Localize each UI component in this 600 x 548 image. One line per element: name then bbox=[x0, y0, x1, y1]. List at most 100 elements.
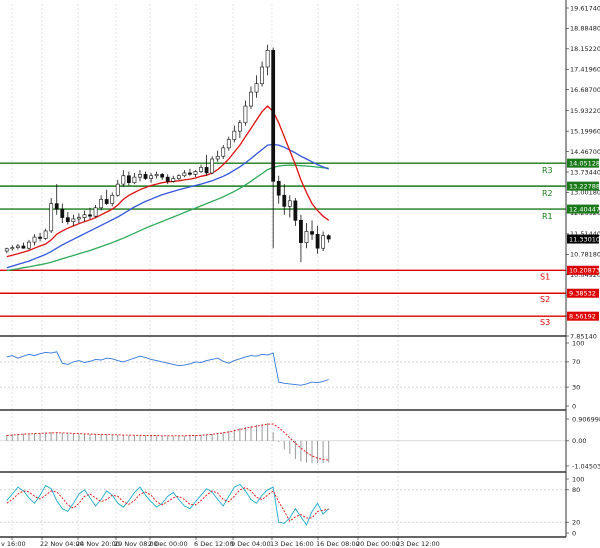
candle-body bbox=[304, 231, 309, 243]
candle-body bbox=[27, 241, 31, 249]
candle-body bbox=[32, 236, 37, 243]
candle-body bbox=[260, 66, 264, 85]
candle-body bbox=[265, 50, 270, 68]
candle-body bbox=[243, 105, 248, 124]
candle-body bbox=[182, 172, 187, 177]
candle-body bbox=[121, 175, 126, 185]
indicator-panel-1: 100 70 30 0 bbox=[0, 339, 584, 410]
price-tag-text: 11.33010 bbox=[569, 235, 600, 243]
vertical-gridlines bbox=[11, 4, 399, 537]
candle-body bbox=[99, 199, 104, 209]
candle-body bbox=[110, 194, 115, 204]
candle-body bbox=[165, 176, 170, 182]
level-label-s1: S1 bbox=[540, 272, 550, 281]
y-tick-label: 18.88480 bbox=[570, 25, 600, 33]
y-tick-label: 7.85140 bbox=[570, 332, 597, 340]
x-tick-label: 20 Dec 00:00 bbox=[356, 540, 400, 548]
panel-frame bbox=[0, 0, 567, 538]
candle-body bbox=[60, 208, 65, 218]
level-tag-text: 10.20873 bbox=[569, 267, 600, 275]
p1-tick-label: 0 bbox=[572, 402, 576, 410]
candle-body bbox=[276, 181, 281, 196]
level-tag-text: 8.56192 bbox=[569, 312, 596, 320]
p1-tick-label: 100 bbox=[572, 339, 584, 347]
candle-body bbox=[138, 174, 142, 178]
candle-body bbox=[132, 176, 137, 184]
candle-body bbox=[221, 147, 226, 157]
level-label-s2: S2 bbox=[540, 295, 550, 304]
candle-body bbox=[210, 158, 215, 174]
candle-body bbox=[49, 203, 54, 232]
x-tick-label: 29 Nov 08:00 bbox=[114, 540, 158, 548]
p3-tick-label: 0 bbox=[572, 529, 576, 537]
level-label-r3: R3 bbox=[542, 166, 553, 175]
y-tick-label: 11.51440 bbox=[570, 230, 600, 238]
p3-k-line bbox=[6, 483, 330, 526]
candle-body bbox=[77, 217, 81, 220]
level-tag-bg bbox=[567, 311, 599, 321]
y-tick-label: 15.93220 bbox=[570, 107, 600, 115]
candle-body bbox=[193, 171, 198, 175]
x-tick-label: v 16:00 bbox=[1, 540, 26, 548]
candle-body bbox=[287, 200, 292, 207]
candle-body bbox=[226, 139, 231, 149]
x-tick-label: 23 Dec 12:00 bbox=[396, 540, 440, 548]
candle-body bbox=[321, 235, 326, 249]
candle-body bbox=[149, 175, 153, 179]
y-tick-label: 10.78180 bbox=[570, 251, 600, 259]
candle-body bbox=[93, 207, 98, 217]
p3-tick-label: 100 bbox=[572, 475, 584, 483]
candle-body bbox=[15, 245, 20, 248]
level-tag-bg bbox=[567, 288, 599, 298]
candle-body bbox=[65, 217, 70, 223]
p3-tick-label: 80 bbox=[572, 486, 580, 494]
candle-body bbox=[271, 50, 276, 182]
y-tick-label: 13.00180 bbox=[570, 189, 600, 197]
x-tick-label: 2 Dec 00:00 bbox=[148, 540, 188, 548]
candle-body bbox=[315, 233, 320, 249]
candle-body bbox=[237, 122, 242, 132]
p2-signal-line bbox=[6, 423, 329, 461]
candle-body bbox=[126, 175, 131, 184]
candle-body bbox=[326, 235, 331, 240]
candle-body bbox=[71, 218, 76, 223]
candle-body bbox=[215, 155, 220, 160]
candle-body bbox=[10, 247, 15, 250]
candle-body bbox=[43, 230, 48, 239]
candle-body bbox=[310, 231, 314, 235]
y-tick-label: 14.46700 bbox=[570, 148, 600, 156]
price-tag-bg bbox=[567, 234, 599, 244]
x-tick-label: 22 Nov 04:00 bbox=[40, 540, 84, 548]
level-tag-bg bbox=[567, 158, 599, 168]
level-label-r1: R1 bbox=[542, 212, 553, 221]
candle-body bbox=[54, 203, 59, 210]
y-tick-label: 17.41960 bbox=[570, 66, 600, 74]
candle-body bbox=[199, 167, 203, 172]
candle-body bbox=[4, 248, 9, 252]
candle-body bbox=[38, 236, 42, 239]
level-tag-bg bbox=[567, 204, 599, 214]
candle-body bbox=[254, 83, 259, 93]
candle-body bbox=[82, 214, 87, 218]
candle-body bbox=[188, 172, 192, 175]
level-tag-text: 12.40447 bbox=[569, 205, 600, 213]
y-tick-label: 10.04920 bbox=[570, 271, 600, 279]
y-tick-label: 19.61740 bbox=[570, 4, 600, 12]
level-tag-text: 13.22788 bbox=[569, 182, 600, 190]
p3-tick-label: 20 bbox=[572, 519, 580, 527]
indicator-panel-3: 100 80 20 0 bbox=[0, 475, 584, 537]
candle-body bbox=[104, 199, 109, 204]
candle-body bbox=[154, 174, 159, 177]
y-tick-label: 18.15220 bbox=[570, 45, 600, 53]
indicator-panel-2: 0.906998 0.00 -1.045035 bbox=[0, 415, 600, 470]
candle-body bbox=[21, 245, 26, 249]
candle-body bbox=[88, 214, 92, 217]
x-tick-label: 6 Dec 12:00 bbox=[194, 540, 234, 548]
candle-body bbox=[232, 130, 237, 140]
level-tag-text: 9.38532 bbox=[569, 290, 596, 298]
candle-body bbox=[171, 178, 176, 182]
level-price-tags: 14.05128 13.22788 12.40447 10.20873 9.38532 8… bbox=[567, 158, 600, 321]
x-tick-label: 9 Dec 04:00 bbox=[231, 540, 271, 548]
